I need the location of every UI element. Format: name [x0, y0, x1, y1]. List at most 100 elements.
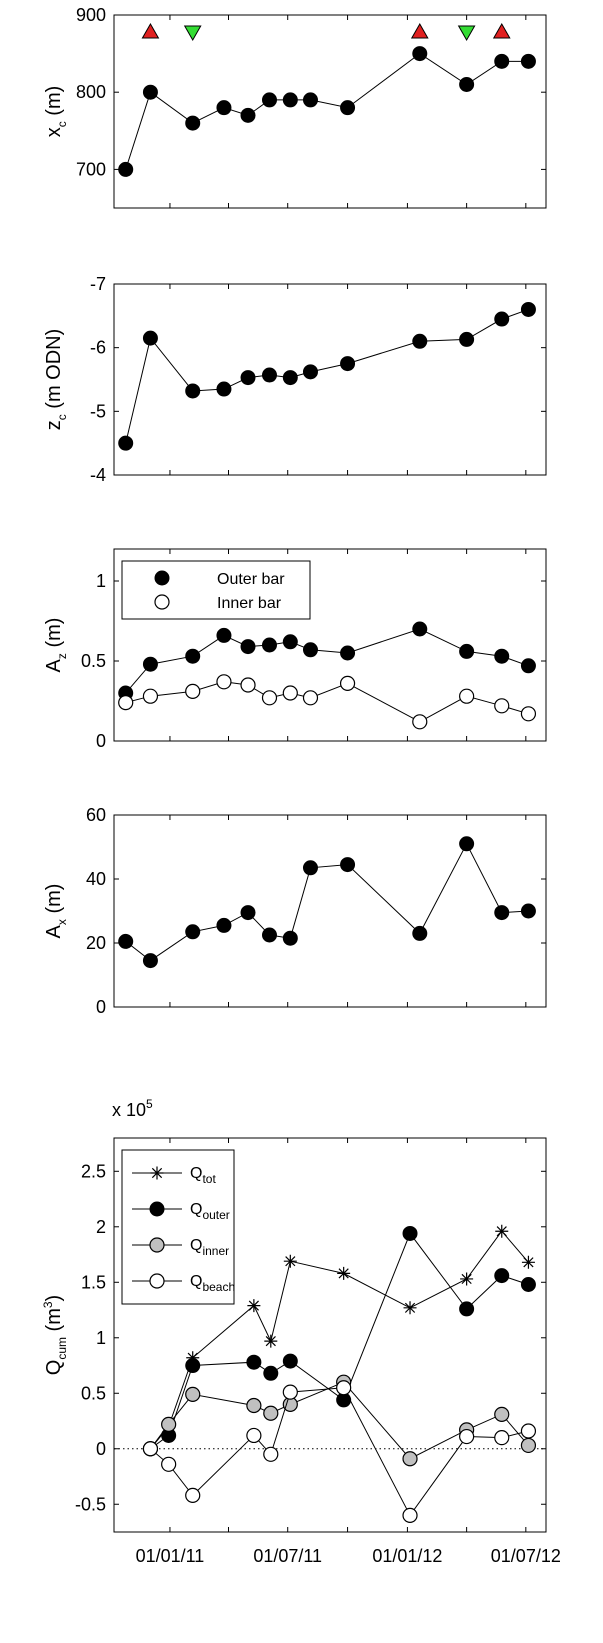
legend-label: Qinner	[190, 1237, 229, 1258]
y-tick-label: -6	[90, 338, 106, 358]
data-point	[263, 1405, 279, 1421]
x-tick-label: 01/07/11	[253, 1546, 322, 1566]
data-point	[247, 1299, 261, 1313]
data-point	[261, 927, 277, 943]
y-axis-label-unit: (m)	[43, 86, 65, 122]
legend-label-main: Q	[190, 1165, 202, 1182]
data-point	[494, 1268, 510, 1284]
chart-panel-1: 700 800 900 xc (m)	[43, 5, 547, 209]
axis-exponent-power: 5	[146, 1097, 153, 1111]
data-point	[520, 1277, 536, 1293]
data-point	[302, 364, 318, 380]
data-point	[494, 53, 510, 69]
data-point	[402, 1507, 418, 1523]
y-tick-label: 40	[86, 869, 106, 889]
triangle-up-marker	[492, 22, 511, 39]
data-point	[340, 645, 356, 661]
data-point	[282, 1384, 298, 1400]
y-tick-label: 60	[86, 805, 106, 825]
data-point	[185, 924, 201, 940]
data-point	[520, 706, 537, 722]
legend-label: Qbeach	[190, 1273, 235, 1294]
data-point	[459, 76, 475, 92]
data-point	[185, 1487, 201, 1503]
data-point	[340, 356, 356, 372]
y-axis-label-subscript: c	[55, 121, 69, 127]
y-tick-label: -0.5	[75, 1494, 106, 1514]
y-axis-label-subscript: c	[55, 414, 69, 420]
y-tick-label: 0	[96, 997, 106, 1017]
data-point	[246, 1397, 262, 1414]
y-tick-label: 800	[76, 82, 106, 102]
data-point	[118, 933, 134, 949]
legend-label-main: Q	[190, 1201, 202, 1218]
y-tick-label: 900	[76, 5, 106, 25]
data-point	[185, 683, 201, 700]
y-tick-label: 700	[76, 159, 106, 179]
y-tick-label: -7	[90, 274, 106, 294]
data-point	[142, 953, 158, 969]
data-point	[521, 1255, 535, 1269]
data-point	[240, 905, 256, 921]
data-point	[216, 674, 232, 690]
data-point	[412, 714, 428, 730]
data-point	[412, 333, 428, 349]
legend-box	[121, 1149, 235, 1305]
data-point	[302, 860, 318, 876]
legend-label-main: Q	[190, 1273, 202, 1290]
data-point	[494, 648, 510, 664]
y-tick-label: 0.5	[81, 1383, 106, 1403]
data-point	[216, 100, 232, 116]
series-line-1	[118, 301, 536, 451]
legend-box	[121, 560, 311, 620]
data-point	[459, 331, 475, 347]
data-point	[118, 161, 134, 177]
data-point	[459, 643, 475, 659]
data-point	[340, 857, 356, 873]
y-tick-label: 0	[96, 1439, 106, 1459]
plot-frame	[113, 1137, 547, 1533]
y-axis-label-unit: (m)	[43, 884, 65, 920]
series-line	[150, 1387, 529, 1517]
series-line-1	[118, 46, 536, 177]
legend-marker	[149, 1201, 165, 1217]
legend-marker	[150, 1166, 164, 1180]
chart-panel-4: 0 20 40 60 Ax (m)	[43, 805, 547, 1017]
data-point	[340, 100, 356, 116]
data-point	[494, 905, 510, 921]
y-axis-label: xc (m)	[43, 86, 69, 138]
data-point	[263, 1446, 279, 1462]
data-point	[216, 917, 232, 933]
plot-frame	[113, 14, 547, 209]
y-tick-label: 1	[96, 571, 106, 591]
legend-marker	[154, 570, 170, 586]
plot-frame	[113, 548, 547, 742]
y-axis-label-main: z	[43, 420, 65, 430]
data-point	[339, 675, 356, 692]
series-beach	[142, 1380, 537, 1523]
triangle-down-marker	[183, 25, 202, 42]
data-point	[240, 107, 256, 123]
legend-label-subscript: inner	[202, 1244, 229, 1258]
data-point	[261, 690, 278, 706]
data-point	[240, 639, 256, 655]
chart-panel-2: -4 -5 -6 -7 zc (m ODN)	[43, 274, 547, 485]
data-point	[302, 690, 319, 706]
data-point	[403, 1301, 417, 1315]
y-axis-label-unit: (m)	[43, 618, 65, 654]
data-point	[459, 1301, 475, 1317]
data-point	[261, 637, 277, 653]
legend-marker	[149, 1273, 165, 1289]
triangle-up-marker	[141, 22, 160, 39]
legend-label: Outer bar	[217, 571, 285, 588]
legend-marker	[149, 1237, 165, 1253]
chart-panel-3: 0 0.5 1 Az (m) Outer bar Inner bar	[43, 548, 547, 751]
data-point	[302, 642, 318, 658]
data-point	[520, 53, 536, 69]
y-tick-label: -5	[90, 401, 106, 421]
data-point	[282, 634, 298, 650]
data-point	[118, 694, 134, 711]
y-axis-label-unit: (m ODN)	[43, 329, 65, 415]
